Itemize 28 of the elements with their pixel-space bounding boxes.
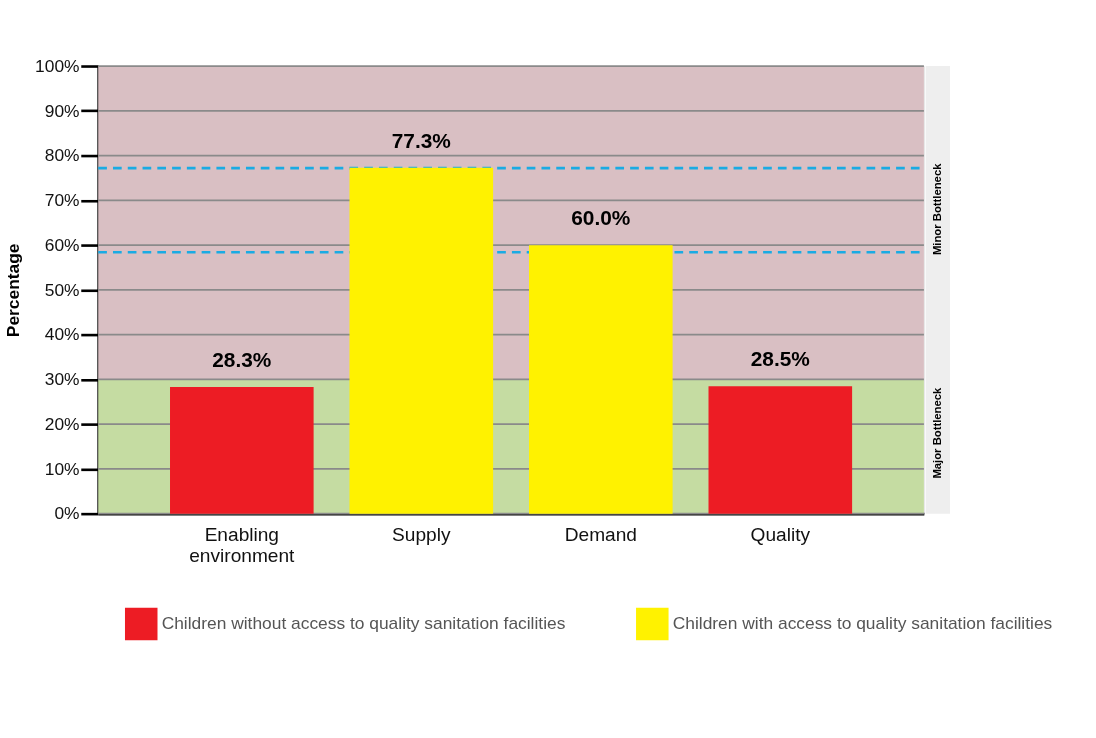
y-tick-label: 50% <box>44 279 80 300</box>
legend-label: Children with access to quality sanitation facilities <box>672 613 1053 634</box>
bar <box>170 387 314 514</box>
y-tick-label: 10% <box>44 458 80 479</box>
y-tick-label: 20% <box>44 413 80 434</box>
y-tick-label: 60% <box>44 234 80 255</box>
x-tick-label: Quality <box>750 524 811 546</box>
y-tick-label: 40% <box>44 324 80 345</box>
y-tick-label: 80% <box>44 145 80 166</box>
data-label: 60.0% <box>571 206 631 230</box>
data-label: 77.3% <box>391 128 451 152</box>
x-tick-label: Supply <box>392 524 451 546</box>
bar <box>708 386 853 514</box>
x-tick-label: Enabling environment <box>189 524 296 566</box>
legend-label: Children without access to quality sanitation facilities <box>161 613 566 634</box>
bar <box>349 167 494 514</box>
text: Major Bottleneck <box>931 386 944 479</box>
y-tick-label: 100% <box>35 55 80 76</box>
x-tick-label: Demand <box>564 524 637 546</box>
text: Minor Bottleneck <box>931 162 944 256</box>
y-tick-label: 70% <box>44 190 80 211</box>
y-axis-title: Percentage <box>3 243 24 338</box>
bar <box>529 245 673 514</box>
y-tick-label: 30% <box>44 369 80 390</box>
y-tick-label: 90% <box>44 100 80 121</box>
y-tick-label: 0% <box>54 503 80 524</box>
data-label: 28.5% <box>750 347 810 371</box>
data-label: 28.3% <box>212 348 272 372</box>
